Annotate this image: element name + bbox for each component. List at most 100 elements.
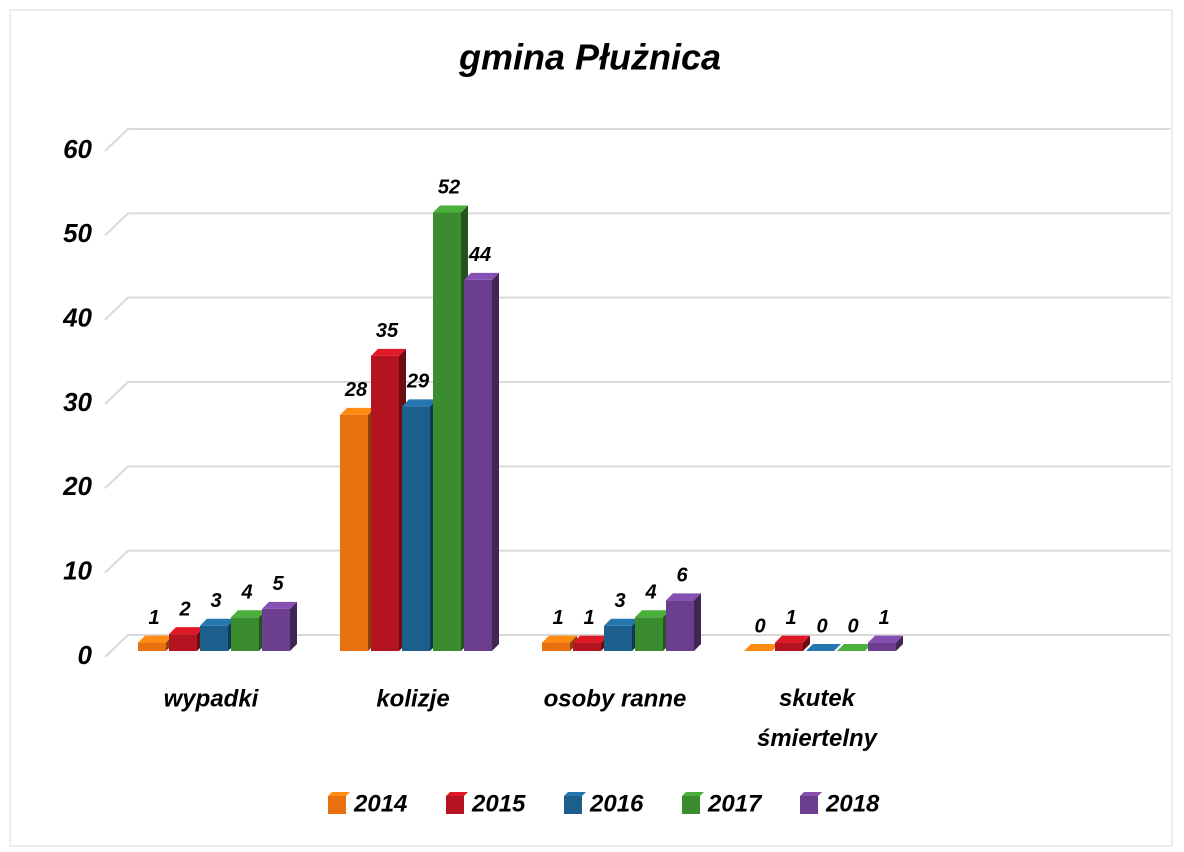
bar-top: [604, 618, 639, 626]
chart-title: gmina Płużnica: [458, 37, 721, 78]
data-label: 1: [583, 607, 594, 629]
legend-swatch: [800, 796, 818, 814]
bar-top: [868, 635, 903, 643]
data-label: 2: [178, 598, 190, 620]
legend-label: 2018: [825, 790, 880, 817]
bar-side: [492, 272, 499, 651]
bar-top: [371, 348, 406, 356]
bar-top: [402, 399, 437, 407]
y-tick-label: 10: [63, 556, 92, 586]
legend-swatch-top: [682, 792, 704, 796]
grid-line: [104, 465, 1170, 490]
bar-front: [775, 642, 803, 651]
bar-top: [542, 635, 577, 643]
bar: [231, 610, 266, 651]
bar: [635, 610, 670, 651]
data-label: 0: [816, 615, 827, 637]
y-tick-label: 50: [63, 218, 92, 248]
data-label: 1: [785, 607, 796, 629]
chart-border: [9, 9, 1173, 847]
bar-top: [262, 601, 297, 609]
x-tick-label: kolizje: [376, 685, 449, 712]
bar-top: [200, 618, 235, 626]
data-label: 0: [847, 615, 858, 637]
bar: [868, 635, 903, 651]
bar-top: [775, 635, 810, 643]
bar-top: [806, 644, 841, 651]
bar-front: [200, 625, 228, 651]
x-tick-label: osoby ranne: [544, 685, 687, 712]
grid-line: [104, 212, 1170, 237]
legend-label: 2016: [589, 790, 644, 817]
data-label: 28: [344, 379, 368, 401]
data-label: 5: [272, 573, 284, 595]
bar-front: [464, 279, 492, 651]
bar-front: [169, 634, 197, 651]
bar-top: [169, 627, 204, 635]
bar-front: [542, 642, 570, 651]
bar: [775, 635, 810, 651]
bar-side: [803, 635, 810, 651]
bar: [433, 205, 468, 651]
legend-label: 2017: [707, 790, 763, 817]
bar-front: [371, 355, 399, 651]
bar-top: [138, 635, 173, 643]
bar-front: [402, 406, 430, 651]
bar: [371, 348, 406, 651]
data-label: 1: [878, 607, 889, 629]
y-tick-label: 30: [63, 387, 92, 417]
bar-top: [837, 644, 872, 651]
bar-front: [231, 617, 259, 651]
bar: [573, 635, 608, 651]
data-label: 1: [552, 607, 563, 629]
data-label: 4: [644, 582, 656, 604]
legend-swatch: [328, 796, 346, 814]
bar-top: [666, 593, 701, 601]
bar-top: [340, 407, 375, 415]
grid-line: [104, 128, 1170, 152]
bar: [604, 618, 639, 651]
bar-front: [262, 608, 290, 651]
bar-front: [666, 600, 694, 651]
y-tick-label: 0: [78, 640, 93, 670]
data-label: 4: [240, 582, 252, 604]
grid-line: [104, 549, 1170, 574]
bar: [744, 644, 779, 651]
bar: [138, 635, 173, 651]
bar: [200, 618, 235, 651]
bar-front: [340, 414, 368, 651]
bar: [262, 601, 297, 651]
bar-side: [290, 601, 297, 651]
bar-front: [138, 642, 166, 651]
grid-line: [104, 634, 1170, 658]
bar-front: [573, 642, 601, 651]
legend-label: 2015: [471, 790, 526, 817]
bar-front: [604, 625, 632, 651]
bar: [464, 272, 499, 651]
bar: [542, 635, 577, 651]
bar-top: [464, 272, 499, 280]
data-label: 44: [468, 244, 491, 266]
bar: [806, 644, 841, 651]
bar-top: [433, 205, 468, 213]
bar-top: [573, 635, 608, 643]
legend-swatch-top: [446, 792, 468, 796]
bar-top: [744, 644, 779, 651]
y-tick-label: 40: [62, 303, 92, 333]
bar-front: [868, 642, 896, 651]
data-label: 6: [676, 565, 688, 587]
bar-top: [231, 610, 266, 618]
x-tick-label: wypadki: [164, 685, 260, 712]
data-label: 3: [210, 590, 221, 612]
legend-swatch-top: [564, 792, 586, 796]
legend-swatch: [564, 796, 582, 814]
x-tick-label: skutek śmiertelny: [757, 685, 879, 752]
bar-front: [635, 617, 663, 651]
legend-label: 2014: [353, 790, 407, 817]
y-tick-label: 60: [63, 134, 92, 164]
data-label: 29: [406, 371, 430, 393]
legend-swatch: [446, 796, 464, 814]
bar: [666, 593, 701, 651]
bar: [340, 407, 375, 651]
